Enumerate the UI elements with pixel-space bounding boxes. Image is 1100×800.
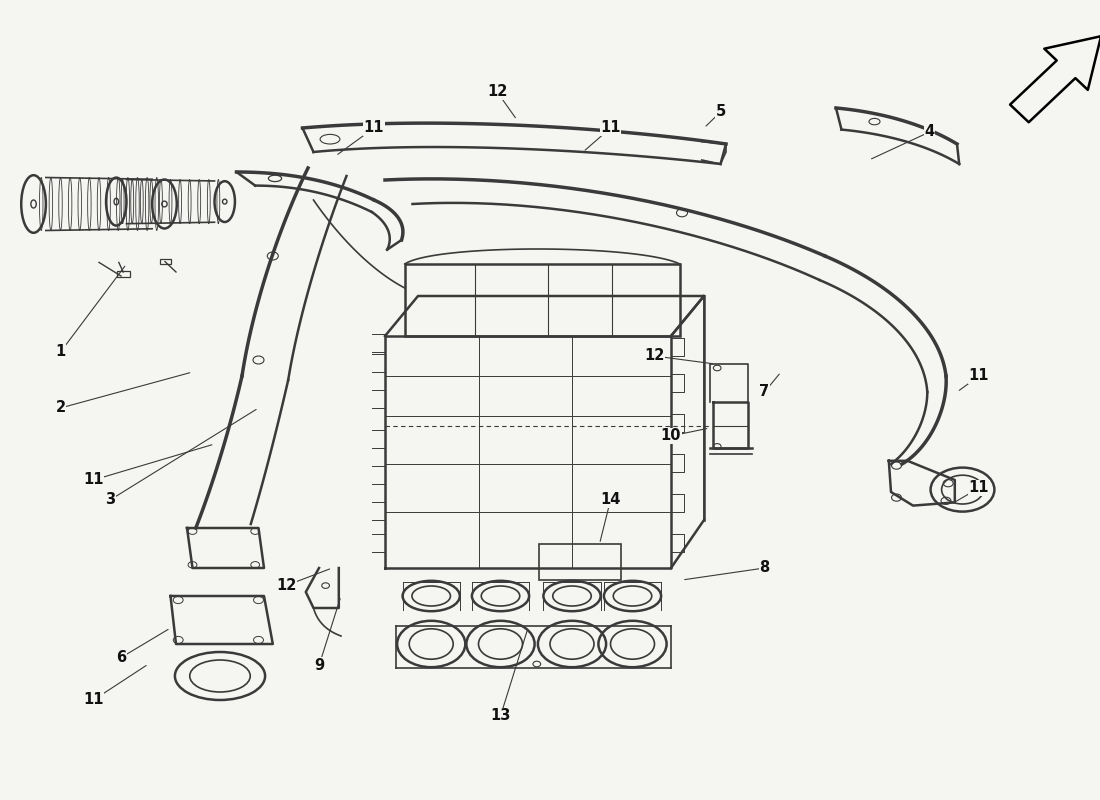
Text: 14: 14 (601, 493, 620, 507)
Text: 5: 5 (715, 105, 726, 119)
Text: 4: 4 (924, 125, 935, 139)
Text: 9: 9 (314, 658, 324, 673)
Text: 12: 12 (645, 349, 664, 363)
Bar (117, 271, 130, 277)
Text: 6: 6 (116, 650, 127, 665)
Text: 11: 11 (84, 693, 103, 707)
Text: 1: 1 (55, 345, 66, 359)
Text: 11: 11 (969, 369, 989, 383)
Text: 11: 11 (364, 121, 384, 135)
Text: 12: 12 (276, 578, 296, 593)
Text: 7: 7 (759, 385, 770, 399)
Text: 2: 2 (55, 401, 66, 415)
Text: 8: 8 (759, 561, 770, 575)
Bar (160, 259, 170, 264)
Text: 10: 10 (661, 429, 681, 443)
Text: 3: 3 (104, 493, 116, 507)
Text: 13: 13 (491, 709, 510, 723)
Text: 11: 11 (84, 473, 103, 487)
Text: 11: 11 (969, 481, 989, 495)
Text: 11: 11 (601, 121, 620, 135)
Text: 12: 12 (487, 85, 507, 99)
